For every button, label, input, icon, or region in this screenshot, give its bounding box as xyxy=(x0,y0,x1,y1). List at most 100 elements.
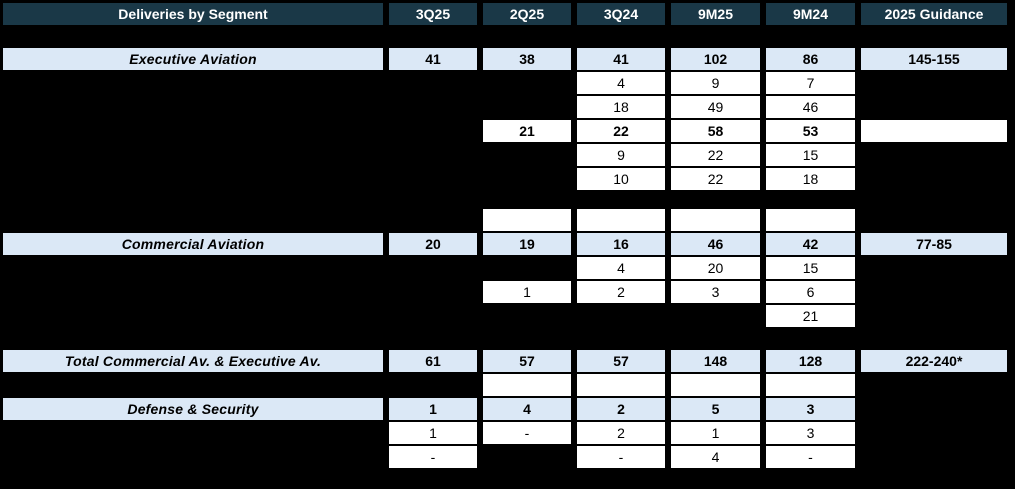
value-cell-2025-guidance: 145-155 xyxy=(861,48,1007,70)
value-cell-9m25: 58 xyxy=(671,120,760,142)
value-cell-2q25 xyxy=(483,209,571,231)
value-cell-3q25: 1 xyxy=(389,398,477,420)
empty-cell-2025-guidance xyxy=(861,257,1007,279)
empty-cell-2025-guidance xyxy=(861,305,1007,327)
value-cell-9m24 xyxy=(766,374,855,396)
table-body: Executive Aviation 41 38 41 102 86 145-155 4 9 7 1… xyxy=(3,48,1015,468)
empty-label-cell xyxy=(3,305,383,327)
value-cell-2q25: 38 xyxy=(483,48,571,70)
value-cell-2q25: 1 xyxy=(483,281,571,303)
segment-label: Defense & Security xyxy=(3,398,383,420)
empty-label-cell xyxy=(3,144,383,166)
header-cell-2025-guidance: 2025 Guidance xyxy=(861,3,1007,25)
value-cell-9m24: 3 xyxy=(766,422,855,444)
value-cell-2025-guidance xyxy=(861,120,1007,142)
value-cell-3q24 xyxy=(577,209,665,231)
empty-cell-2025-guidance xyxy=(861,374,1007,396)
value-cell-9m24: 128 xyxy=(766,350,855,372)
row-commercial-aviation: Commercial Aviation 20 19 16 46 42 77-85 xyxy=(3,233,1015,255)
value-cell-9m25: 20 xyxy=(671,257,760,279)
value-cell-9m25: 22 xyxy=(671,168,760,190)
empty-label-cell xyxy=(3,257,383,279)
header-cell-2q25: 2Q25 xyxy=(483,3,571,25)
value-cell-9m24: 3 xyxy=(766,398,855,420)
empty-cell-3q25 xyxy=(389,168,477,190)
empty-label-cell xyxy=(3,120,383,142)
empty-cell-3q25 xyxy=(389,120,477,142)
value-cell-2025-guidance: 77-85 xyxy=(861,233,1007,255)
value-cell-9m25: 46 xyxy=(671,233,760,255)
value-cell-2q25: 57 xyxy=(483,350,571,372)
row-executive-aviation: Executive Aviation 41 38 41 102 86 145-155 xyxy=(3,48,1015,70)
value-cell-3q24: 41 xyxy=(577,48,665,70)
row-exec-detail-4: 9 22 15 xyxy=(3,144,1015,166)
value-cell-3q24: 10 xyxy=(577,168,665,190)
row-exec-detail-3: 21 22 58 53 xyxy=(3,120,1015,142)
value-cell-3q25: 61 xyxy=(389,350,477,372)
empty-cell-2025-guidance xyxy=(861,281,1007,303)
value-cell-2q25: 19 xyxy=(483,233,571,255)
value-cell-9m25: 102 xyxy=(671,48,760,70)
row-defense-security: Defense & Security 1 4 2 5 3 xyxy=(3,398,1015,420)
empty-cell-2q25 xyxy=(483,305,571,327)
header-cell-3q24: 3Q24 xyxy=(577,3,665,25)
empty-label-cell xyxy=(3,72,383,94)
row-spacer-cells-1 xyxy=(3,209,1015,231)
empty-cell-3q25 xyxy=(389,257,477,279)
empty-cell-3q25 xyxy=(389,144,477,166)
header-cell-9m25: 9M25 xyxy=(671,3,760,25)
value-cell-9m25: 148 xyxy=(671,350,760,372)
empty-cell-2q25 xyxy=(483,168,571,190)
value-cell-9m25: 5 xyxy=(671,398,760,420)
header-row: Deliveries by Segment 3Q25 2Q25 3Q24 9M2… xyxy=(3,3,1015,25)
empty-cell-3q25 xyxy=(389,281,477,303)
value-cell-3q25: 41 xyxy=(389,48,477,70)
value-cell-9m24: 15 xyxy=(766,144,855,166)
empty-label-cell xyxy=(3,422,383,444)
value-cell-9m24: 7 xyxy=(766,72,855,94)
value-cell-3q24: 22 xyxy=(577,120,665,142)
row-comm-detail-3: 21 xyxy=(3,305,1015,327)
empty-cell-3q24 xyxy=(577,305,665,327)
row-exec-detail-2: 18 49 46 xyxy=(3,96,1015,118)
value-cell-9m25: 4 xyxy=(671,446,760,468)
value-cell-9m24: 53 xyxy=(766,120,855,142)
value-cell-3q24: - xyxy=(577,446,665,468)
header-cell-9m24: 9M24 xyxy=(766,3,855,25)
value-cell-9m24: 15 xyxy=(766,257,855,279)
empty-cell-3q25 xyxy=(389,374,477,396)
empty-cell-3q25 xyxy=(389,305,477,327)
empty-label-cell xyxy=(3,374,383,396)
row-defense-detail-2: --4- xyxy=(3,446,1015,468)
value-cell-9m25 xyxy=(671,374,760,396)
value-cell-9m24 xyxy=(766,209,855,231)
value-cell-3q24: 2 xyxy=(577,398,665,420)
value-cell-9m24: 86 xyxy=(766,48,855,70)
empty-cell-2q25 xyxy=(483,96,571,118)
segment-label: Executive Aviation xyxy=(3,48,383,70)
value-cell-9m25: 22 xyxy=(671,144,760,166)
value-cell-3q24: 9 xyxy=(577,144,665,166)
empty-label-cell xyxy=(3,446,383,468)
value-cell-3q24: 16 xyxy=(577,233,665,255)
header-cell-title: Deliveries by Segment xyxy=(3,3,383,25)
value-cell-9m24: 18 xyxy=(766,168,855,190)
value-cell-3q25: 1 xyxy=(389,422,477,444)
empty-cell-2025-guidance xyxy=(861,72,1007,94)
empty-cell-2q25 xyxy=(483,144,571,166)
value-cell-2q25: 4 xyxy=(483,398,571,420)
value-cell-3q24: 57 xyxy=(577,350,665,372)
value-cell-9m24: 21 xyxy=(766,305,855,327)
row-comm-detail-1: 4 20 15 xyxy=(3,257,1015,279)
empty-cell-2025-guidance xyxy=(861,144,1007,166)
value-cell-3q24: 4 xyxy=(577,257,665,279)
row-exec-detail-5: 10 22 18 xyxy=(3,168,1015,190)
value-cell-3q24: 2 xyxy=(577,281,665,303)
value-cell-9m25 xyxy=(671,209,760,231)
value-cell-9m24: - xyxy=(766,446,855,468)
empty-cell-2q25 xyxy=(483,72,571,94)
value-cell-9m24: 46 xyxy=(766,96,855,118)
value-cell-3q24 xyxy=(577,374,665,396)
